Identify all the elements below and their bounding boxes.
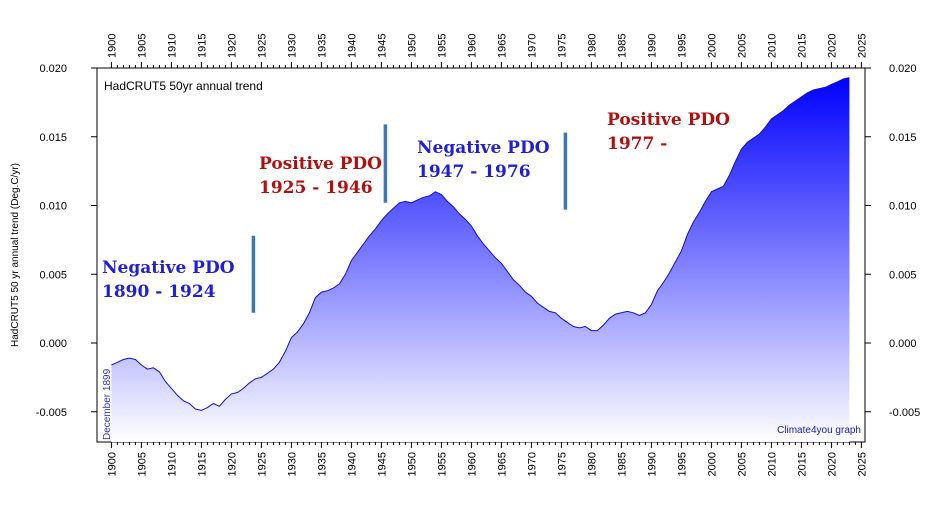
x-tick-label-bottom-1990: 1990 — [646, 452, 658, 476]
x-tick-label-top-1905: 1905 — [136, 34, 148, 58]
x-tick-label-top-2020: 2020 — [826, 34, 838, 58]
y-tick-label-left-0.015: 0.015 — [39, 132, 67, 144]
x-tick-label-bottom-2015: 2015 — [796, 452, 808, 476]
y-tick-label-right-0.020: 0.020 — [889, 63, 917, 75]
x-tick-label-bottom-1935: 1935 — [316, 452, 328, 476]
x-tick-label-top-2010: 2010 — [766, 34, 778, 58]
x-tick-label-bottom-1970: 1970 — [526, 452, 538, 476]
annotation-4-line-2: 1977 - — [607, 134, 667, 154]
annotation-1-line-2: 1890 - 1924 — [102, 282, 216, 302]
x-tick-label-bottom-1920: 1920 — [226, 452, 238, 476]
x-tick-label-top-2005: 2005 — [736, 34, 748, 58]
annotation-3-line-1: Negative PDO — [417, 138, 550, 158]
x-tick-label-bottom-1900: 1900 — [106, 452, 118, 476]
x-tick-label-bottom-2005: 2005 — [736, 452, 748, 476]
x-tick-label-top-1960: 1960 — [466, 34, 478, 58]
annotation-1-line-1: Negative PDO — [102, 258, 235, 278]
x-tick-label-bottom-1950: 1950 — [406, 452, 418, 476]
x-tick-label-top-1935: 1935 — [316, 34, 328, 58]
x-tick-label-top-1920: 1920 — [226, 34, 238, 58]
annotation-2-line-2: 1925 - 1946 — [259, 178, 373, 198]
x-tick-label-top-1995: 1995 — [676, 34, 688, 58]
y-tick-label-left-0.000: 0.000 — [39, 338, 67, 350]
x-tick-label-bottom-2010: 2010 — [766, 452, 778, 476]
x-tick-label-top-1910: 1910 — [166, 34, 178, 58]
x-tick-label-top-2025: 2025 — [856, 34, 868, 58]
x-tick-label-bottom-1905: 1905 — [136, 452, 148, 476]
credit-label: Climate4you graph — [777, 425, 861, 436]
x-tick-label-top-1955: 1955 — [436, 34, 448, 58]
x-tick-label-bottom-1995: 1995 — [676, 452, 688, 476]
y-axis-label: HadCRUT5 50 yr annual trend (Deg.C/yr) — [10, 163, 21, 347]
x-tick-label-bottom-2000: 2000 — [706, 452, 718, 476]
x-tick-label-top-1970: 1970 — [526, 34, 538, 58]
x-tick-label-top-1925: 1925 — [256, 34, 268, 58]
x-tick-label-bottom-1985: 1985 — [616, 452, 628, 476]
x-tick-label-top-1965: 1965 — [496, 34, 508, 58]
x-tick-label-top-1985: 1985 — [616, 34, 628, 58]
y-tick-label-right--0.005: -0.005 — [889, 407, 920, 419]
y-tick-label-right-0.005: 0.005 — [889, 269, 917, 281]
x-tick-label-top-1990: 1990 — [646, 34, 658, 58]
x-tick-label-top-1900: 1900 — [106, 34, 118, 58]
x-tick-label-bottom-1940: 1940 — [346, 452, 358, 476]
x-tick-label-bottom-1965: 1965 — [496, 452, 508, 476]
x-tick-label-bottom-1960: 1960 — [466, 452, 478, 476]
x-tick-label-top-1930: 1930 — [286, 34, 298, 58]
x-tick-label-bottom-1910: 1910 — [166, 452, 178, 476]
annotation-4-line-1: Positive PDO — [607, 110, 730, 130]
annotation-3-line-2: 1947 - 1976 — [417, 162, 531, 182]
x-tick-label-bottom-1930: 1930 — [286, 452, 298, 476]
chart-title: HadCRUT5 50yr annual trend — [104, 79, 263, 93]
x-tick-label-bottom-1945: 1945 — [376, 452, 388, 476]
x-tick-label-top-1980: 1980 — [586, 34, 598, 58]
x-tick-label-top-2015: 2015 — [796, 34, 808, 58]
x-tick-label-top-1975: 1975 — [556, 34, 568, 58]
trend-line — [111, 77, 850, 411]
x-tick-label-top-2000: 2000 — [706, 34, 718, 58]
y-tick-label-left-0.020: 0.020 — [39, 63, 67, 75]
x-tick-label-top-1945: 1945 — [376, 34, 388, 58]
y-tick-label-right-0.010: 0.010 — [889, 201, 917, 213]
x-tick-label-bottom-2020: 2020 — [826, 452, 838, 476]
annotation-2-line-1: Positive PDO — [259, 154, 382, 174]
end-label: March 2023 — [853, 79, 864, 132]
y-tick-label-right-0.000: 0.000 — [889, 338, 917, 350]
x-tick-label-bottom-1980: 1980 — [586, 452, 598, 476]
x-tick-label-bottom-2025: 2025 — [856, 452, 868, 476]
y-tick-label-left-0.005: 0.005 — [39, 269, 67, 281]
x-tick-label-top-1940: 1940 — [346, 34, 358, 58]
y-tick-label-left-0.010: 0.010 — [39, 201, 67, 213]
y-tick-label-left--0.005: -0.005 — [36, 407, 67, 419]
x-tick-label-top-1915: 1915 — [196, 34, 208, 58]
x-tick-label-bottom-1915: 1915 — [196, 452, 208, 476]
y-tick-label-right-0.015: 0.015 — [889, 132, 917, 144]
x-tick-label-bottom-1975: 1975 — [556, 452, 568, 476]
x-tick-label-top-1950: 1950 — [406, 34, 418, 58]
x-tick-label-bottom-1955: 1955 — [436, 452, 448, 476]
trend-area — [111, 77, 850, 442]
start-label: December 1899 — [102, 368, 113, 440]
x-tick-label-bottom-1925: 1925 — [256, 452, 268, 476]
